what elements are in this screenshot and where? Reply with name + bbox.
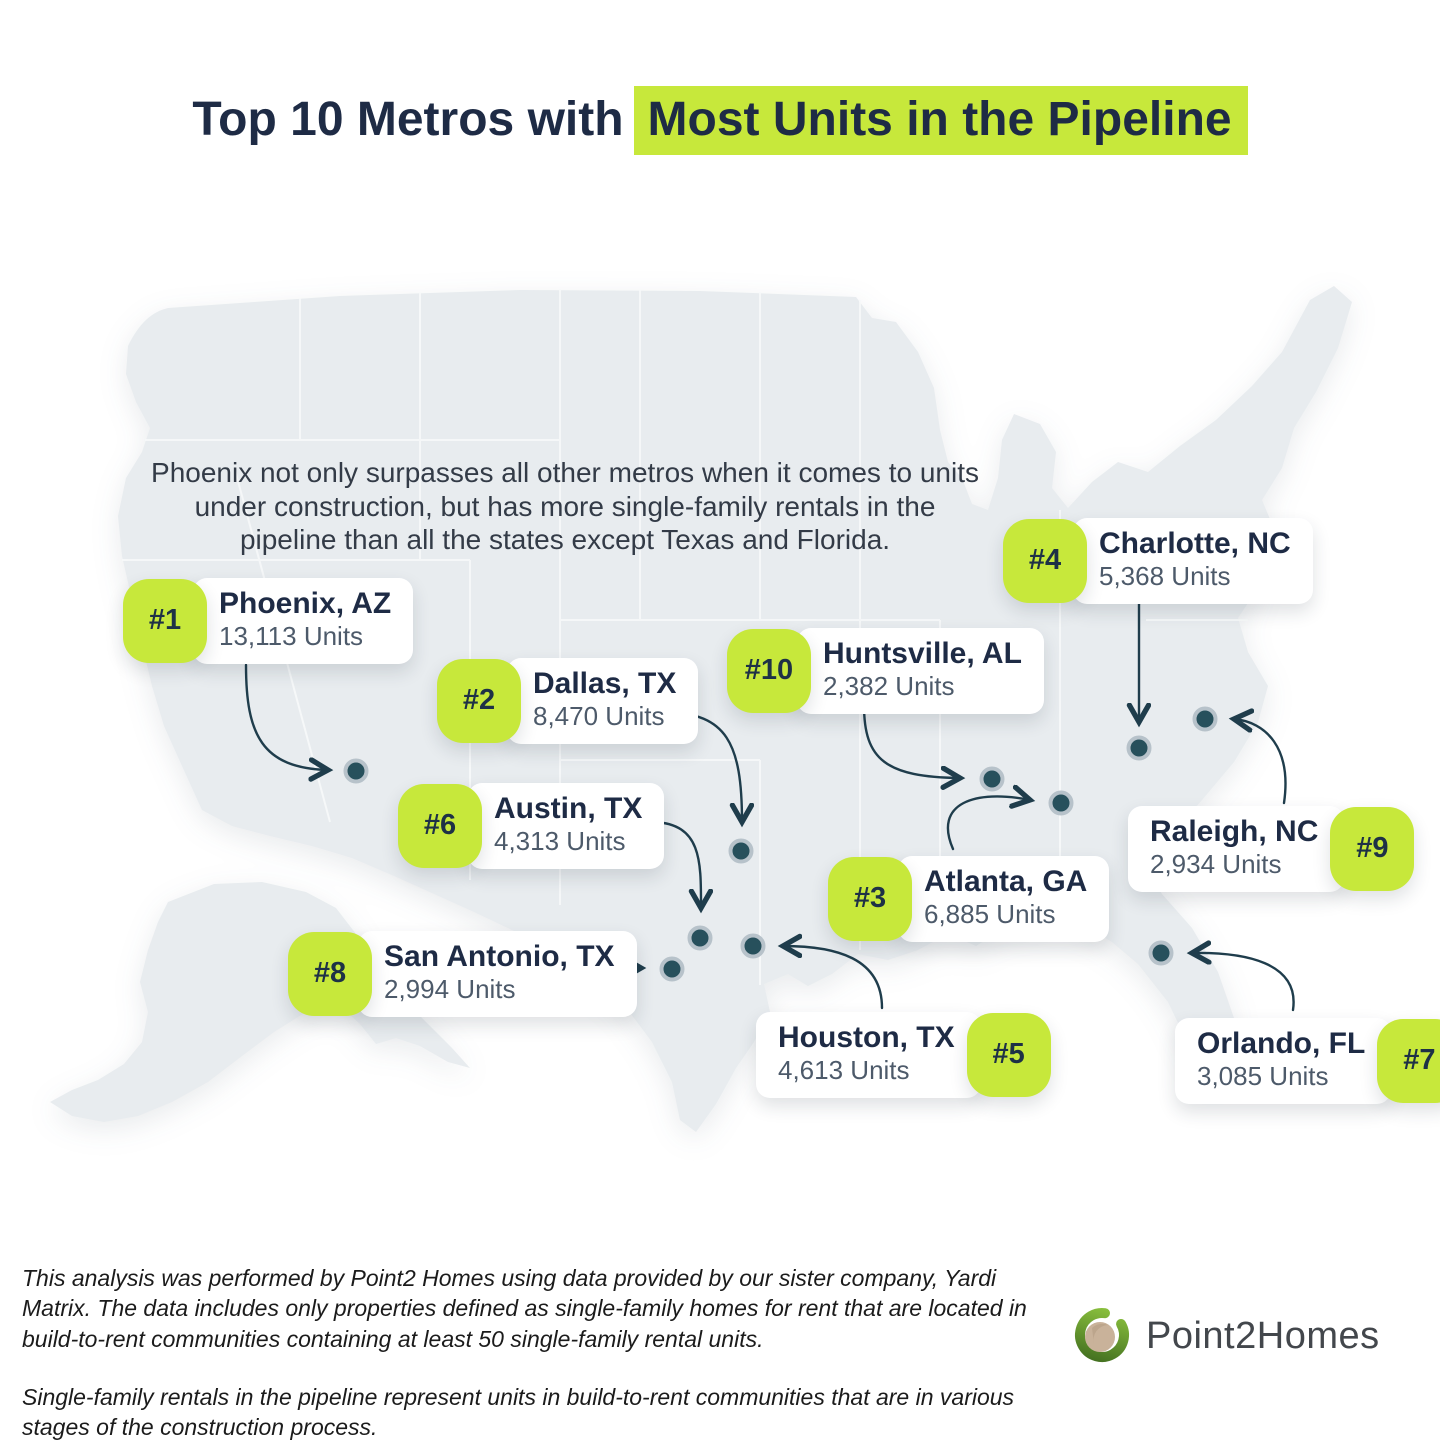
metro-city: Dallas, TX [533, 667, 677, 700]
metro-callout-phoenix: #1 Phoenix, AZ 13,113 Units [123, 578, 414, 664]
dot-orlando [1148, 940, 1174, 966]
metro-callout-charlotte: #4 Charlotte, NC 5,368 Units [1003, 518, 1313, 604]
dot-phoenix [343, 758, 369, 784]
arrow-huntsville [862, 703, 960, 778]
metro-city: Huntsville, AL [823, 637, 1022, 670]
metro-units: 5,368 Units [1099, 561, 1231, 592]
rank-badge: #1 [123, 578, 207, 663]
metro-callout-houston: #5 Houston, TX 4,613 Units [756, 1012, 1051, 1098]
metro-units: 3,085 Units [1197, 1061, 1329, 1092]
metro-city: Orlando, FL [1197, 1027, 1366, 1060]
metro-city: Austin, TX [494, 792, 643, 825]
metro-city: Houston, TX [778, 1021, 955, 1054]
rank-badge: #10 [727, 628, 811, 713]
dot-charlotte [1126, 735, 1152, 761]
metro-city: Raleigh, NC [1150, 815, 1319, 848]
metro-callout-orlando: #7 Orlando, FL 3,085 Units [1175, 1018, 1440, 1104]
point2homes-icon [1075, 1308, 1129, 1362]
dot-huntsville [979, 766, 1005, 792]
footnotes: This analysis was performed by Point2 Ho… [22, 1263, 1037, 1440]
arrow-houston [783, 946, 884, 1010]
metro-units: 4,613 Units [778, 1055, 910, 1086]
dot-atlanta [1048, 790, 1074, 816]
metro-callout-dallas: #2 Dallas, TX 8,470 Units [437, 658, 699, 744]
metro-units: 4,313 Units [494, 826, 626, 857]
page-title: Top 10 Metros with Most Units in the Pipe… [0, 86, 1440, 155]
metro-units: 2,994 Units [384, 974, 516, 1005]
metro-callout-raleigh: #9 Raleigh, NC 2,934 Units [1128, 806, 1415, 892]
metro-callout-san-antonio: #8 San Antonio, TX 2,994 Units [288, 931, 637, 1017]
rank-badge: #6 [398, 783, 482, 868]
metro-units: 13,113 Units [219, 621, 364, 652]
rank-badge: #3 [828, 856, 912, 941]
metro-units: 2,934 Units [1150, 849, 1282, 880]
rank-badge: #4 [1003, 518, 1087, 603]
metro-city: San Antonio, TX [384, 940, 615, 973]
dot-austin [687, 925, 713, 951]
title-highlight: Most Units in the Pipeline [633, 86, 1248, 155]
metro-units: 6,885 Units [924, 899, 1056, 930]
dot-san-antonio [659, 956, 685, 982]
arrow-orlando [1192, 953, 1295, 1012]
rank-badge: #2 [437, 658, 521, 743]
dot-raleigh [1192, 706, 1218, 732]
us-landmass [50, 286, 1352, 1132]
metro-units: 2,382 Units [823, 671, 955, 702]
rank-badge: #7 [1377, 1018, 1440, 1103]
rank-badge: #5 [966, 1012, 1051, 1097]
brand-logo: Point2Homes [1072, 1306, 1380, 1366]
arrow-austin [652, 820, 701, 908]
dot-houston [740, 933, 766, 959]
arrow-raleigh [1234, 719, 1287, 805]
arrow-phoenix [244, 663, 328, 770]
arrow-atlanta [946, 796, 1030, 851]
title-prefix: Top 10 Metros with [192, 93, 624, 146]
rank-badge: #9 [1330, 806, 1415, 891]
metro-city: Phoenix, AZ [219, 587, 392, 620]
definition-text: Single-family rentals in the pipeline re… [22, 1384, 1015, 1440]
metro-city: Charlotte, NC [1099, 527, 1291, 560]
brand-name: Point2Homes [1146, 1314, 1380, 1357]
metro-callout-atlanta: #3 Atlanta, GA 6,885 Units [828, 856, 1110, 942]
dot-dallas [728, 838, 754, 864]
metro-units: 8,470 Units [533, 701, 665, 732]
metro-city: Atlanta, GA [924, 865, 1088, 898]
rank-badge: #8 [288, 931, 372, 1016]
map-annotation: Phoenix not only surpasses all other met… [151, 457, 979, 556]
metro-callout-huntsville: #10 Huntsville, AL 2,382 Units [727, 628, 1044, 714]
metro-callout-austin: #6 Austin, TX 4,313 Units [398, 783, 665, 869]
disclaimer-text: This analysis was performed by Point2 Ho… [22, 1265, 1027, 1352]
